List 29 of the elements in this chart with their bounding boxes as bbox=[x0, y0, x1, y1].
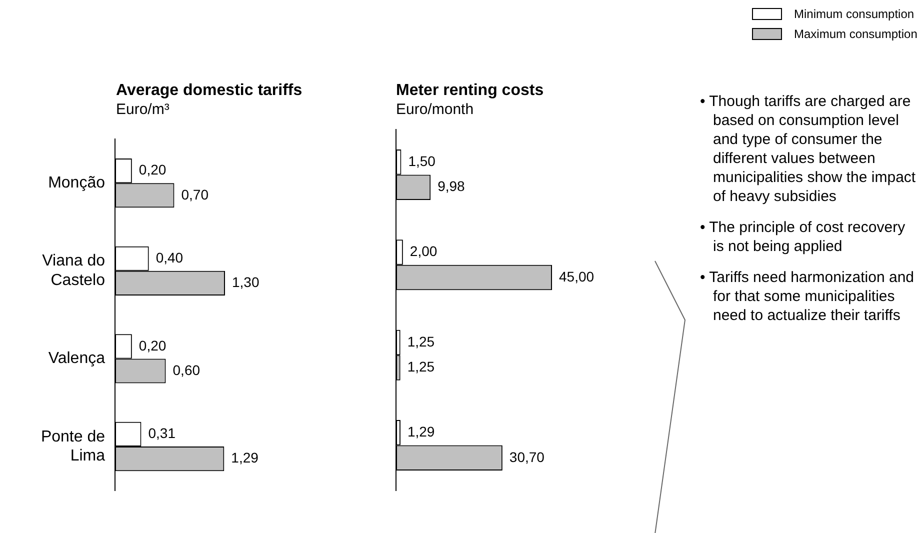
data-label: 1,25 bbox=[407, 358, 435, 375]
data-label: 0,70 bbox=[181, 186, 209, 202]
data-label: 9,98 bbox=[438, 178, 466, 194]
data-label: 0,60 bbox=[172, 362, 200, 378]
y-tick-label: Monção bbox=[48, 174, 106, 192]
data-label: 2,00 bbox=[410, 243, 438, 260]
chart-subtitle: Euro/m³ bbox=[116, 101, 170, 118]
y-tick-label: Viana do Castelo bbox=[42, 252, 106, 289]
text: • Though tariffs are charged are based on consumption level and type of consumer the different values between municipalities show the impact of heavy subsidies bbox=[700, 92, 917, 206]
y-tick-label: Ponte de Lima bbox=[40, 428, 106, 465]
data-label: 0,31 bbox=[148, 425, 176, 442]
data-label: 30,70 bbox=[509, 448, 545, 465]
data-label: 1,50 bbox=[408, 152, 436, 169]
chart-subtitle: Euro/month bbox=[396, 101, 474, 118]
data-label: 0,40 bbox=[156, 249, 184, 266]
data-label: 0,20 bbox=[138, 162, 166, 178]
data-label: 45,00 bbox=[559, 268, 594, 284]
data-label: 1,29 bbox=[407, 424, 435, 440]
text: Minimum consumption bbox=[794, 7, 914, 21]
y-tick-label: Valença bbox=[48, 350, 106, 368]
chart-title: Meter renting costs bbox=[396, 82, 544, 100]
data-label: 1,29 bbox=[231, 450, 259, 466]
data-label: 0,20 bbox=[138, 337, 166, 354]
text: • The principle of cost recovery is not being applied bbox=[700, 218, 906, 256]
text: • Tariffs need harmonization and for that some municipalities need to actualize their tariffs bbox=[700, 268, 915, 325]
legend-label: Maximum consumption bbox=[794, 27, 918, 41]
data-label: 1,25 bbox=[407, 333, 435, 350]
chart-title: Average domestic tariffs bbox=[116, 82, 302, 100]
data-label: 1,30 bbox=[232, 274, 260, 290]
